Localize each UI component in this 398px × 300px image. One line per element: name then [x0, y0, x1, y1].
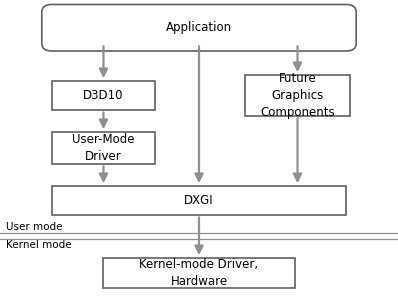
Text: User mode: User mode: [6, 222, 62, 232]
Bar: [52, 132, 155, 164]
Text: User-Mode
Driver: User-Mode Driver: [72, 133, 135, 163]
Text: Kernel mode: Kernel mode: [6, 240, 72, 250]
Text: DXGI: DXGI: [184, 194, 214, 207]
Bar: [52, 186, 346, 214]
Bar: [245, 75, 350, 116]
Text: D3D10: D3D10: [83, 89, 124, 102]
Bar: [52, 81, 155, 110]
Bar: [103, 258, 295, 288]
Text: Kernel-mode Driver,
Hardware: Kernel-mode Driver, Hardware: [139, 258, 259, 288]
Text: Future
Graphics
Components: Future Graphics Components: [260, 72, 335, 119]
FancyBboxPatch shape: [42, 4, 356, 51]
Text: Application: Application: [166, 21, 232, 34]
